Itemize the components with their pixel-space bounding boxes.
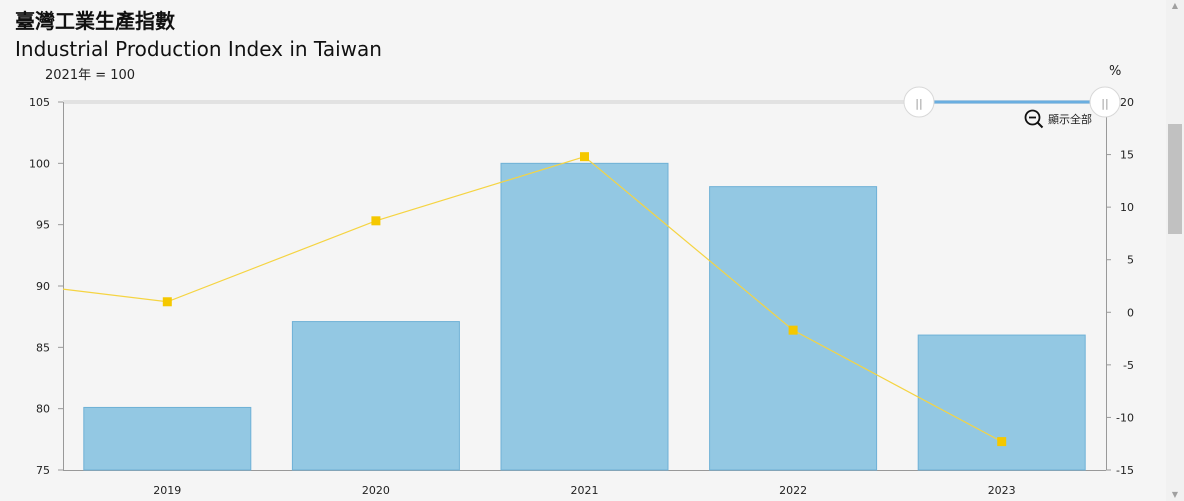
- right-tick-label: -5: [1123, 359, 1134, 372]
- line-point-marker[interactable]: [788, 325, 798, 335]
- line-point-marker[interactable]: [997, 437, 1007, 447]
- x-tick-label: 2023: [988, 484, 1016, 497]
- x-tick-label: 2020: [362, 484, 390, 497]
- right-tick-label: 20: [1120, 96, 1134, 109]
- scroll-down-arrow-icon[interactable]: ▼: [1171, 490, 1179, 499]
- right-tick-label: -10: [1116, 411, 1134, 424]
- bar[interactable]: [917, 334, 1086, 471]
- reset-zoom-label: 顯示全部: [1048, 113, 1092, 126]
- range-handle-circle: [903, 86, 935, 118]
- left-tick-label: 95: [36, 219, 50, 232]
- right-tick-label: -15: [1116, 464, 1134, 477]
- right-tick-label: 0: [1127, 306, 1134, 319]
- bar[interactable]: [500, 162, 669, 471]
- range-handle-grip-icon: ||: [1101, 97, 1108, 110]
- x-tick-label: 2019: [153, 484, 181, 497]
- left-tick-label: 75: [36, 464, 50, 477]
- bar[interactable]: [291, 321, 460, 471]
- scroll-up-arrow-icon[interactable]: ▲: [1171, 1, 1179, 10]
- vertical-scrollbar[interactable]: ▲ ▼: [1166, 0, 1184, 501]
- chart-title-zh: 臺灣工業生產指數: [15, 9, 175, 33]
- range-start-handle[interactable]: ||: [903, 86, 935, 118]
- x-tick-label: 2021: [571, 484, 599, 497]
- line-point-marker[interactable]: [371, 216, 381, 226]
- chart-title-en: Industrial Production Index in Taiwan: [15, 37, 382, 61]
- scroll-thumb[interactable]: [1168, 124, 1182, 234]
- line-point-marker[interactable]: [162, 297, 172, 307]
- zoom-out-icon: [1024, 109, 1044, 129]
- right-axis-unit: %: [1109, 64, 1122, 79]
- right-tick-label: 5: [1127, 254, 1134, 267]
- reset-zoom-button[interactable]: 顯示全部: [1024, 109, 1092, 129]
- left-tick-label: 105: [29, 96, 50, 109]
- right-tick-label: 10: [1120, 201, 1134, 214]
- right-tick-label: 15: [1120, 149, 1134, 162]
- left-tick-label: 90: [36, 280, 50, 293]
- left-tick-label: 85: [36, 341, 50, 354]
- line-point-marker[interactable]: [580, 152, 589, 162]
- bar[interactable]: [83, 406, 252, 471]
- range-end-handle[interactable]: ||: [1089, 86, 1121, 118]
- left-tick-label: 100: [29, 157, 50, 170]
- left-axis-unit: 2021年 = 100: [45, 68, 136, 83]
- line-series-path: [62, 156, 1002, 443]
- left-tick-label: 80: [36, 403, 50, 416]
- x-tick-label: 2022: [779, 484, 807, 497]
- range-handle-circle: [1089, 86, 1121, 118]
- range-handle-grip-icon: ||: [915, 97, 922, 110]
